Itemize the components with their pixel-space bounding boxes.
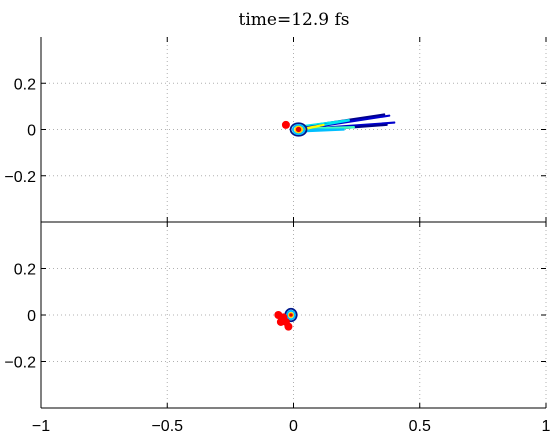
y-tick-label: 0.2 (14, 76, 36, 93)
density-contour (288, 312, 294, 318)
y-tick-label: −0.2 (4, 169, 36, 186)
x-axis: −1 −0.5 0 0.5 1 (32, 221, 551, 434)
density-contour (289, 122, 308, 137)
x-tick-label: −0.5 (151, 418, 183, 434)
y-tick-label: 0.2 (14, 262, 36, 279)
density-contour (289, 313, 293, 317)
x-tick-label: 1 (542, 418, 551, 434)
chart-title: time=12.9 fs (239, 10, 350, 30)
x-tick-label: 0.5 (409, 418, 431, 434)
density-contour (294, 125, 303, 134)
density-contour (291, 124, 306, 135)
y-tick-label: 0 (27, 123, 36, 140)
nucleus-marker (284, 322, 293, 331)
x-tick-label: −1 (32, 418, 50, 434)
top-panel: 0.2 0 −0.2 (4, 37, 547, 222)
bottom-panel: 0.2 0 −0.2 (4, 222, 547, 408)
x-tick-label: 0 (289, 418, 298, 434)
nucleus-marker (281, 120, 290, 129)
density-contour (295, 126, 302, 133)
y-tick-label: 0 (27, 308, 36, 325)
density-contour (286, 309, 296, 321)
y-tick-label: −0.2 (4, 355, 36, 372)
